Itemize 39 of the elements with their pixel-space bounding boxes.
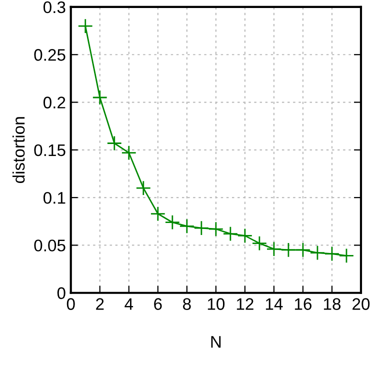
point (338, 248, 354, 264)
x-tick-label: 20 (352, 298, 370, 310)
point (324, 246, 340, 262)
x-tick-label: 4 (124, 298, 134, 310)
point (295, 242, 311, 258)
x-tick-label: 0 (66, 298, 75, 310)
point (208, 221, 224, 237)
point (121, 145, 137, 160)
point (150, 206, 166, 222)
point (280, 242, 296, 258)
point (237, 228, 253, 244)
x-tick-label: 18 (324, 298, 341, 310)
point (164, 214, 180, 230)
point (310, 245, 326, 260)
y-tick-label: 0 (57, 287, 66, 300)
y-tick-label: 0.3 (43, 1, 66, 14)
x-tick-label: 14 (266, 298, 283, 310)
point (252, 236, 268, 251)
y-tick-label: 0.05 (34, 240, 66, 252)
point (266, 241, 282, 257)
point (222, 226, 238, 242)
point (78, 18, 94, 34)
x-axis-title: N (211, 336, 221, 348)
y-tick-label: 0.2 (43, 96, 66, 108)
x-tick-label: 8 (183, 298, 191, 310)
y-tick-label: 0.25 (34, 49, 66, 61)
y-tick-label: 0.15 (34, 144, 66, 156)
y-tick-label: 0.1 (43, 192, 66, 204)
y-axis-title: distortion (12, 117, 25, 184)
x-tick-label: 2 (96, 298, 104, 310)
x-tick-label: 6 (154, 298, 162, 310)
point (179, 218, 195, 234)
point (92, 90, 108, 106)
x-tick-label: 10 (208, 298, 225, 310)
x-tick-label: 16 (294, 298, 312, 310)
point (106, 136, 122, 151)
x-tick-label: 12 (236, 298, 254, 310)
point (194, 220, 210, 236)
point (136, 180, 152, 196)
